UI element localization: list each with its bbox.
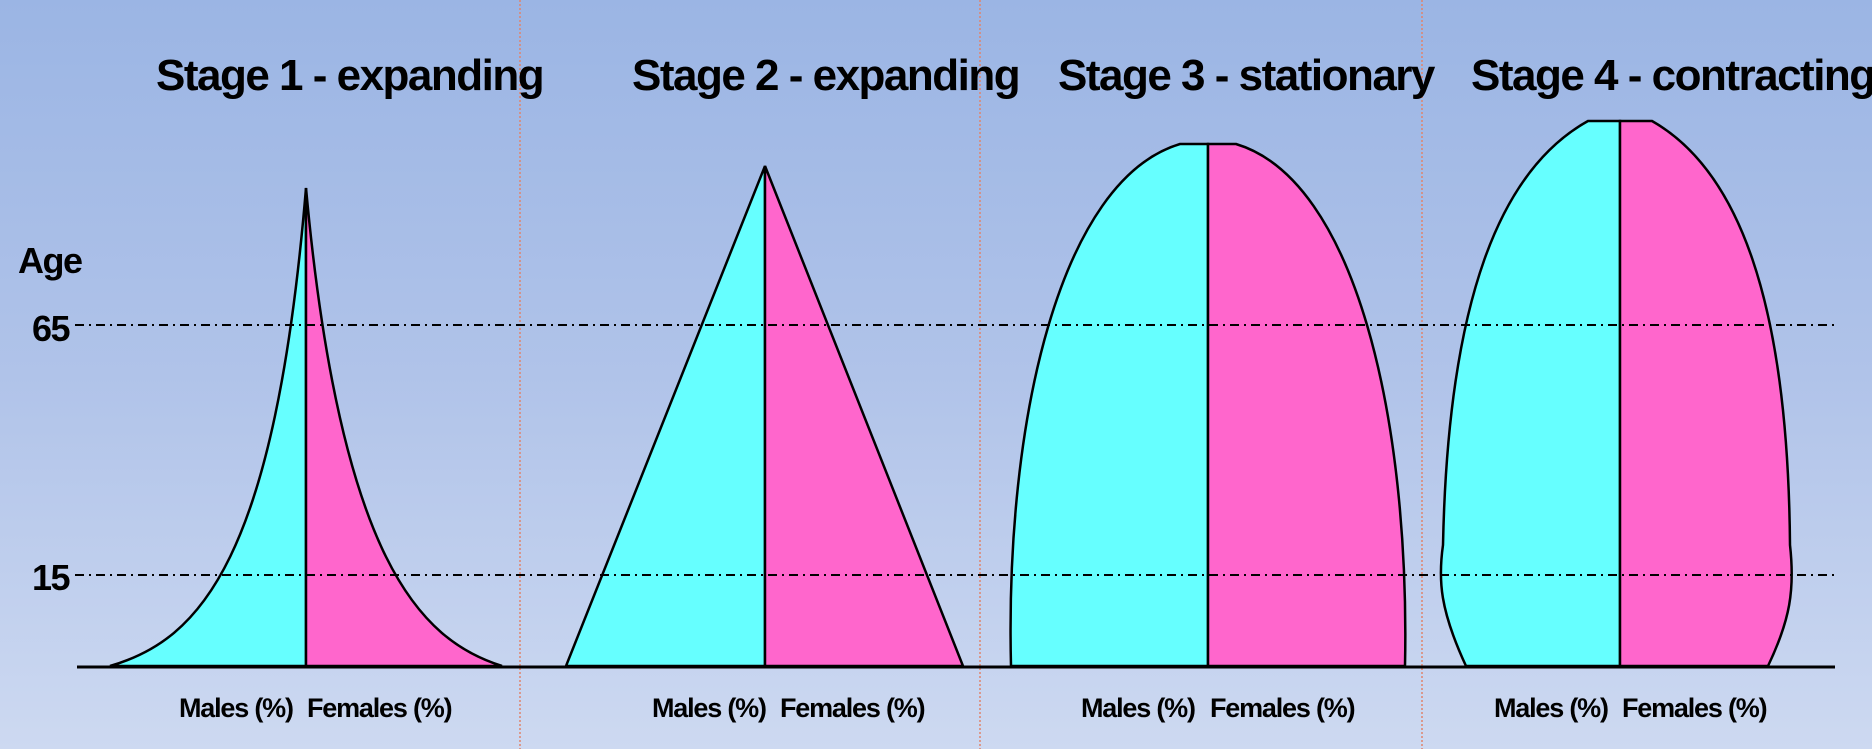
stage-1-males-label: Males (%) — [179, 693, 293, 723]
stage-3-males — [1009, 142, 1210, 668]
stage-1-males — [109, 187, 308, 668]
stage-3-females — [1206, 142, 1407, 668]
stage-2-title: Stage 2 - expanding — [632, 51, 1019, 100]
stage-3-title: Stage 3 - stationary — [1058, 51, 1436, 100]
stage-4-females — [1618, 119, 1794, 668]
stage-3-males-label: Males (%) — [1081, 693, 1195, 723]
stage-1-females — [304, 187, 503, 668]
stage-4-females-label: Females (%) — [1622, 693, 1767, 723]
stage-2-females — [763, 165, 965, 668]
stage-3-females-label: Females (%) — [1210, 693, 1355, 723]
stage-4-males-label: Males (%) — [1494, 693, 1608, 723]
stage-4-males — [1439, 119, 1622, 668]
stage-4-title: Stage 4 - contracting — [1471, 51, 1872, 100]
stage-2-males-label: Males (%) — [652, 693, 766, 723]
age-axis-label: Age — [18, 240, 82, 281]
stage-1-pyramid — [109, 187, 503, 668]
stage-2-pyramid — [564, 165, 965, 668]
stage-2-males — [564, 165, 767, 668]
age-tick-65: 65 — [32, 308, 71, 349]
age-tick-15: 15 — [32, 557, 71, 598]
stage-3-pyramid — [1009, 142, 1407, 668]
stage-2-females-label: Females (%) — [780, 693, 925, 723]
stage-1-title: Stage 1 - expanding — [156, 51, 543, 100]
stage-4-pyramid — [1439, 119, 1794, 668]
stage-1-females-label: Females (%) — [307, 693, 452, 723]
